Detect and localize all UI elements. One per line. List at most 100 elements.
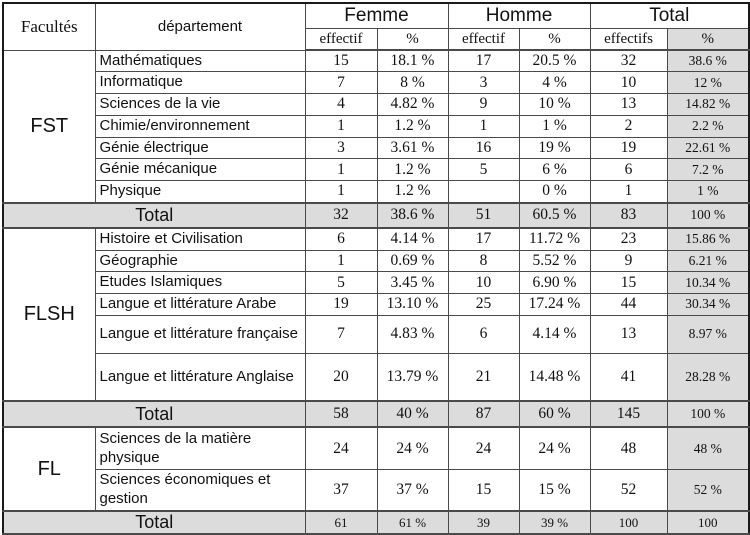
value-cell: 13 — [589, 314, 668, 354]
total-value-cell: 87 — [447, 400, 520, 429]
value-cell: 10 — [589, 71, 668, 94]
table-row: Langue et littérature Anglaise 20 13.79 % 2… — [3, 352, 750, 402]
value-cell: 1 — [304, 158, 378, 181]
total-value-cell: 40 % — [376, 400, 449, 429]
total-value-cell: 100 % — [666, 201, 750, 229]
table-row: Physique 1 1.2 % 0 % 1 1 % — [3, 179, 750, 204]
value-cell: 8 % — [376, 71, 449, 94]
value-cell: 24 — [304, 426, 378, 470]
header-facultes: Facultés — [2, 2, 96, 51]
value-cell: 9 — [589, 249, 668, 273]
value-cell: 48 — [589, 426, 668, 470]
table-row: FST Mathématiques 15 18.1 % 17 20.5 % 32 38.6 % — [2, 49, 750, 204]
value-cell: 11.72 % — [518, 227, 591, 251]
table-row: Chimie/environnement 1 1.2 % 1 1 % 2 2.2 % — [3, 114, 750, 138]
header-homme: Homme — [447, 2, 591, 29]
total-value-cell: 100 — [589, 510, 668, 535]
value-cell: 10 % — [518, 93, 591, 116]
dept-cell: Sciences de la matière physique — [94, 426, 306, 470]
total-value-cell: 39 % — [518, 510, 591, 535]
value-cell: 4.83 % — [376, 314, 449, 354]
dept-cell: Sciences de la vie — [94, 93, 306, 116]
header-homme-effectif: effectif — [447, 28, 520, 51]
value-cell: 0.69 % — [376, 249, 449, 273]
table-row: Sciences de la vie 4 4.82 % 9 10 % 13 14.82 % — [3, 93, 750, 116]
faculty-cell-fst: FST — [2, 49, 96, 204]
value-cell: 1 — [447, 114, 520, 138]
value-cell: 52 — [589, 468, 668, 512]
value-cell: 6.21 % — [666, 249, 750, 273]
value-cell: 44 — [589, 293, 668, 316]
total-value-cell: 38.6 % — [376, 201, 449, 229]
total-value-cell: 58 — [304, 400, 378, 429]
value-cell — [447, 179, 520, 204]
total-value-cell: 100 — [666, 510, 750, 535]
value-cell: 15.86 % — [666, 227, 750, 251]
value-cell: 14.82 % — [666, 93, 750, 116]
value-cell: 13 — [589, 93, 668, 116]
value-cell: 4.82 % — [376, 93, 449, 116]
value-cell: 24 — [447, 426, 520, 470]
total-value-cell: 61 % — [376, 510, 449, 535]
header-departement: département — [94, 2, 306, 51]
dept-cell: Etudes Islamiques — [94, 271, 306, 294]
value-cell: 12 % — [666, 71, 750, 94]
section-total-row: Total 32 38.6 % 51 60.5 % 83 100 % — [2, 201, 750, 229]
value-cell: 1.2 % — [376, 179, 449, 204]
dept-cell: Informatique — [94, 71, 306, 94]
header-homme-pct: % — [518, 28, 591, 51]
value-cell: 15 — [304, 49, 378, 73]
value-cell: 4.14 % — [518, 314, 591, 354]
table-row: FL Sciences de la matière physique 24 24 % 2… — [2, 426, 750, 512]
dept-cell: Génie électrique — [94, 136, 306, 160]
value-cell: 52 % — [666, 468, 750, 512]
value-cell: 15 — [589, 271, 668, 294]
value-cell: 6 — [447, 314, 520, 354]
value-cell: 4 — [304, 93, 378, 116]
value-cell: 7 — [304, 71, 378, 94]
value-cell: 37 — [304, 468, 378, 512]
total-value-cell: 60 % — [518, 400, 591, 429]
value-cell: 15 — [447, 468, 520, 512]
value-cell: 15 % — [518, 468, 591, 512]
header-total-pct: % — [666, 28, 750, 51]
total-value-cell: 60.5 % — [518, 201, 591, 229]
value-cell: 8.97 % — [666, 314, 750, 354]
value-cell: 2 — [589, 114, 668, 138]
value-cell: 17 — [447, 227, 520, 251]
value-cell: 28.28 % — [666, 352, 750, 402]
header-total: Total — [589, 2, 750, 29]
value-cell: 5.52 % — [518, 249, 591, 273]
dept-cell: Sciences économiques et gestion — [94, 468, 306, 512]
faculty-cell-fl: FL — [2, 426, 96, 512]
header-femme-effectif: effectif — [304, 28, 378, 51]
total-label: Total — [2, 400, 306, 429]
value-cell: 24 % — [518, 426, 591, 470]
value-cell: 1 % — [666, 179, 750, 204]
value-cell: 10 — [447, 271, 520, 294]
value-cell: 13.10 % — [376, 293, 449, 316]
header-femme: Femme — [304, 2, 449, 29]
value-cell: 30.34 % — [666, 293, 750, 316]
value-cell: 1 % — [518, 114, 591, 138]
dept-cell: Chimie/environnement — [94, 114, 306, 138]
table-row: Sciences économiques et gestion 37 37 % 15 1… — [3, 468, 750, 512]
value-cell: 20.5 % — [518, 49, 591, 73]
dept-cell: Langue et littérature Arabe — [94, 293, 306, 316]
total-value-cell: 100 % — [666, 400, 750, 429]
value-cell: 37 % — [376, 468, 449, 512]
value-cell: 1 — [304, 249, 378, 273]
value-cell: 0 % — [518, 179, 591, 204]
value-cell: 5 — [304, 271, 378, 294]
header-row-sub: effectif % effectif % effectifs % — [3, 28, 750, 51]
dept-cell: Physique — [94, 179, 306, 204]
total-value-cell: 32 — [304, 201, 378, 229]
value-cell: 41 — [589, 352, 668, 402]
value-cell: 23 — [589, 227, 668, 251]
value-cell: 18.1 % — [376, 49, 449, 73]
header-femme-pct: % — [376, 28, 449, 51]
total-label: Total — [2, 510, 306, 535]
total-value-cell: 51 — [447, 201, 520, 229]
value-cell: 13.79 % — [376, 352, 449, 402]
dept-cell: Langue et littérature Anglaise — [94, 352, 306, 402]
